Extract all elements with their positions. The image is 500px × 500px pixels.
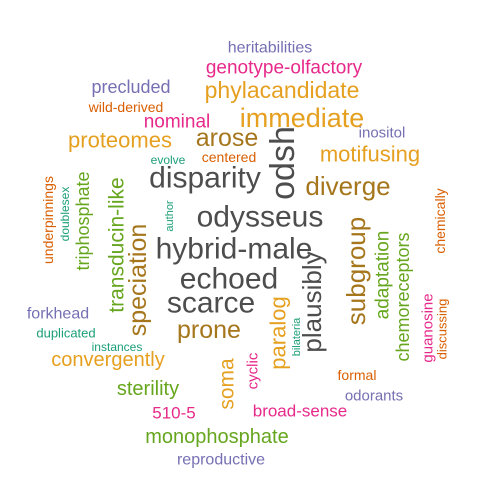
word-chemoreceptors: chemoreceptors [393, 232, 413, 361]
word-nominal: nominal [144, 112, 211, 133]
word-510-5: 510-5 [152, 404, 195, 423]
word-forkhead: forkhead [27, 306, 89, 323]
word-genotype-olfactory: genotype-olfactory [206, 58, 363, 79]
word-odorants: odorants [345, 388, 403, 405]
word-reproductive: reproductive [177, 452, 265, 469]
word-prone: prone [177, 316, 241, 344]
word-adaptation: adaptation [373, 231, 394, 320]
word-underpinnings: underpinnings [40, 176, 56, 264]
word-monophosphate: monophosphate [145, 426, 288, 448]
word-discussing: discussing [435, 299, 450, 360]
word-scarce: scarce [167, 287, 255, 320]
word-broad-sense: broad-sense [253, 402, 348, 421]
word-odysseus: odysseus [197, 201, 324, 234]
word-author: author [164, 200, 176, 232]
word-guanosine: guanosine [420, 293, 437, 362]
word-formal: formal [338, 367, 377, 383]
word-cyclic: cyclic [245, 352, 262, 389]
word-wild-derived: wild-derived [88, 99, 164, 115]
word-disparity: disparity [149, 162, 261, 195]
word-duplicated: duplicated [36, 326, 95, 341]
word-heritabilities: heritabilities [228, 40, 312, 57]
word-diverge: diverge [305, 171, 390, 201]
word-sterility: sterility [117, 378, 179, 400]
word-bilateria: bilateria [291, 317, 303, 356]
word-paralog: paralog [266, 296, 291, 369]
word-phylacandidate: phylacandidate [205, 77, 360, 103]
word-triphosphate: triphosphate [73, 171, 93, 270]
word-soma: soma [216, 358, 239, 410]
word-echoed: echoed [180, 263, 278, 296]
word-transducin-like: transducin-like [106, 177, 129, 312]
word-instances: instances [92, 340, 143, 354]
word-centered: centered [202, 149, 256, 165]
word-speciation: speciation [124, 224, 152, 337]
word-proteomes: proteomes [68, 128, 172, 153]
word-hybrid-male: hybrid-male [156, 233, 313, 266]
word-evolve: evolve [151, 153, 186, 167]
word-arose: arose [196, 124, 259, 152]
word-plausibly: plausibly [297, 251, 327, 352]
word-odsh: odsh [264, 126, 302, 200]
word-doublesex: doublesex [58, 187, 72, 242]
word-immediate: immediate [240, 103, 365, 133]
word-motifusing: motifusing [320, 142, 420, 167]
word-chemically: chemically [432, 188, 448, 253]
word-precluded: precluded [91, 77, 170, 97]
word-convergently: convergently [51, 349, 164, 371]
word-subgroup: subgroup [341, 217, 371, 325]
word-inositol: inositol [359, 125, 406, 142]
